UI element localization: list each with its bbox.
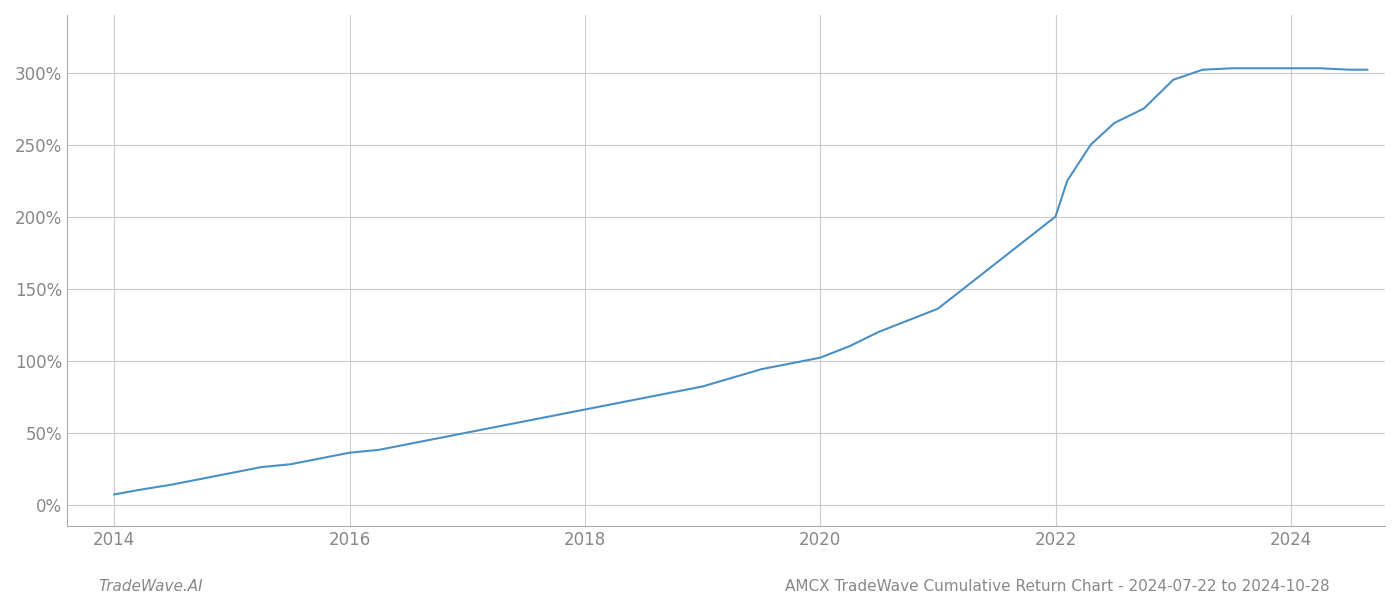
Text: TradeWave.AI: TradeWave.AI bbox=[98, 579, 203, 594]
Text: AMCX TradeWave Cumulative Return Chart - 2024-07-22 to 2024-10-28: AMCX TradeWave Cumulative Return Chart -… bbox=[785, 579, 1330, 594]
